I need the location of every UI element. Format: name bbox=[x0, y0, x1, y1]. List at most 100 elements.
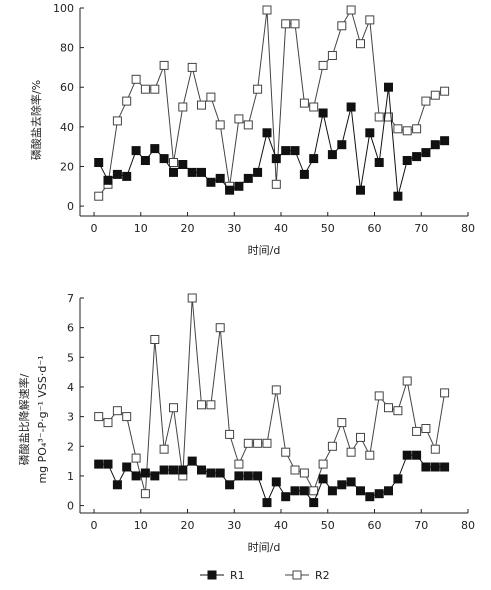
data-point-r2 bbox=[440, 86, 450, 96]
data-point-r1 bbox=[402, 450, 412, 460]
legend: R1 R2 bbox=[200, 569, 330, 582]
series-line-r2 bbox=[98, 8, 445, 197]
data-point-r2 bbox=[215, 120, 225, 130]
data-point-r1 bbox=[356, 185, 365, 195]
data-point-r2 bbox=[374, 112, 384, 122]
data-point-r1 bbox=[412, 450, 422, 460]
data-point-r1 bbox=[169, 167, 178, 177]
legend-item-r2: R2 bbox=[285, 569, 330, 582]
data-point-r2 bbox=[225, 429, 235, 439]
x-tick-label: 60 bbox=[368, 222, 382, 235]
x-tick-label: 20 bbox=[181, 519, 195, 532]
data-point-r2 bbox=[243, 438, 253, 448]
x-tick-label: 80 bbox=[461, 519, 475, 532]
data-point-r1 bbox=[197, 465, 206, 475]
data-point-r1 bbox=[150, 471, 160, 481]
data-point-r2 bbox=[122, 96, 132, 106]
x-tick-label: 30 bbox=[227, 222, 241, 235]
x-tick-label: 0 bbox=[91, 222, 98, 235]
data-point-r2 bbox=[430, 90, 440, 100]
x-tick-label: 40 bbox=[274, 222, 288, 235]
data-point-r1 bbox=[309, 498, 319, 508]
data-point-r1 bbox=[103, 175, 113, 185]
data-point-r2 bbox=[271, 179, 281, 189]
data-point-r2 bbox=[402, 376, 412, 386]
data-point-r1 bbox=[225, 480, 235, 490]
data-point-r1 bbox=[440, 136, 450, 146]
legend-label-r2: R2 bbox=[315, 569, 330, 582]
data-point-r2 bbox=[393, 124, 403, 134]
data-point-r1 bbox=[271, 154, 281, 164]
data-point-r2 bbox=[309, 486, 319, 496]
data-point-r2 bbox=[103, 418, 113, 428]
data-point-r1 bbox=[440, 462, 450, 472]
y-tick-label: 20 bbox=[60, 160, 74, 173]
x-tick-label: 30 bbox=[227, 519, 241, 532]
data-point-r1 bbox=[374, 158, 384, 167]
data-point-r2 bbox=[243, 120, 253, 130]
data-point-r1 bbox=[421, 148, 431, 158]
data-point-r2 bbox=[197, 400, 206, 410]
data-point-r2 bbox=[131, 74, 141, 84]
data-point-r1 bbox=[384, 82, 393, 92]
x-tick-label: 0 bbox=[91, 519, 98, 532]
data-point-r1 bbox=[94, 158, 104, 167]
data-point-r1 bbox=[421, 462, 431, 472]
data-point-r2 bbox=[94, 412, 104, 422]
data-point-r1 bbox=[178, 160, 188, 169]
data-point-r1 bbox=[337, 480, 347, 490]
data-point-r1 bbox=[206, 177, 216, 187]
data-point-r2 bbox=[159, 60, 169, 70]
data-point-r1 bbox=[327, 486, 337, 496]
data-point-r1 bbox=[365, 492, 375, 502]
data-point-r2 bbox=[150, 335, 160, 344]
x-tick-label: 50 bbox=[321, 519, 335, 532]
data-point-r2 bbox=[299, 98, 309, 108]
x-tick-label: 70 bbox=[414, 519, 428, 532]
x-tick-label: 60 bbox=[368, 519, 382, 532]
data-point-r2 bbox=[140, 84, 150, 94]
data-point-r1 bbox=[262, 128, 272, 138]
x-tick-label: 40 bbox=[274, 519, 288, 532]
y-tick-label: 100 bbox=[53, 2, 74, 15]
y-axis-title-line2: mg PO₄³⁻-P·g⁻¹ VSS·d⁻¹ bbox=[36, 355, 49, 483]
data-point-r2 bbox=[290, 465, 300, 475]
data-point-r1 bbox=[374, 489, 384, 499]
data-point-r2 bbox=[318, 459, 328, 469]
data-point-r1 bbox=[356, 486, 365, 496]
data-point-r1 bbox=[271, 477, 281, 487]
data-point-r1 bbox=[150, 144, 160, 154]
data-point-r2 bbox=[94, 191, 104, 201]
data-point-r2 bbox=[365, 450, 375, 460]
data-point-r1 bbox=[309, 154, 319, 164]
x-tick-label: 80 bbox=[461, 222, 475, 235]
chart-phosphate-removal-rate: 0 20 40 60 80 100 0 10 20 30 40 50 60 70 80 时间/d 磷酸盐去除率/… bbox=[29, 2, 475, 257]
data-point-r2 bbox=[309, 102, 319, 112]
series-line-r2 bbox=[98, 297, 446, 494]
data-point-r1 bbox=[318, 108, 328, 118]
data-point-r2 bbox=[253, 84, 263, 94]
x-tick-label: 50 bbox=[321, 222, 335, 235]
data-point-r2 bbox=[327, 51, 337, 60]
y-tick-label: 1 bbox=[67, 470, 74, 483]
data-point-r1 bbox=[299, 169, 309, 179]
x-tick-label: 10 bbox=[134, 519, 148, 532]
data-point-r2 bbox=[356, 39, 365, 49]
data-point-r2 bbox=[337, 418, 347, 428]
data-point-r1 bbox=[346, 477, 356, 487]
data-point-r1 bbox=[225, 185, 235, 195]
data-point-r2 bbox=[299, 468, 309, 478]
data-point-r2 bbox=[112, 116, 122, 126]
data-point-r2 bbox=[262, 5, 272, 15]
data-point-r1 bbox=[206, 468, 216, 478]
data-point-r2 bbox=[150, 84, 160, 94]
data-point-r1 bbox=[393, 474, 403, 484]
data-point-r1 bbox=[169, 465, 178, 475]
data-point-r1 bbox=[384, 486, 393, 496]
data-point-r2 bbox=[281, 19, 291, 29]
data-point-r2 bbox=[253, 438, 263, 448]
data-point-r2 bbox=[412, 426, 422, 436]
data-point-r1 bbox=[187, 167, 197, 177]
